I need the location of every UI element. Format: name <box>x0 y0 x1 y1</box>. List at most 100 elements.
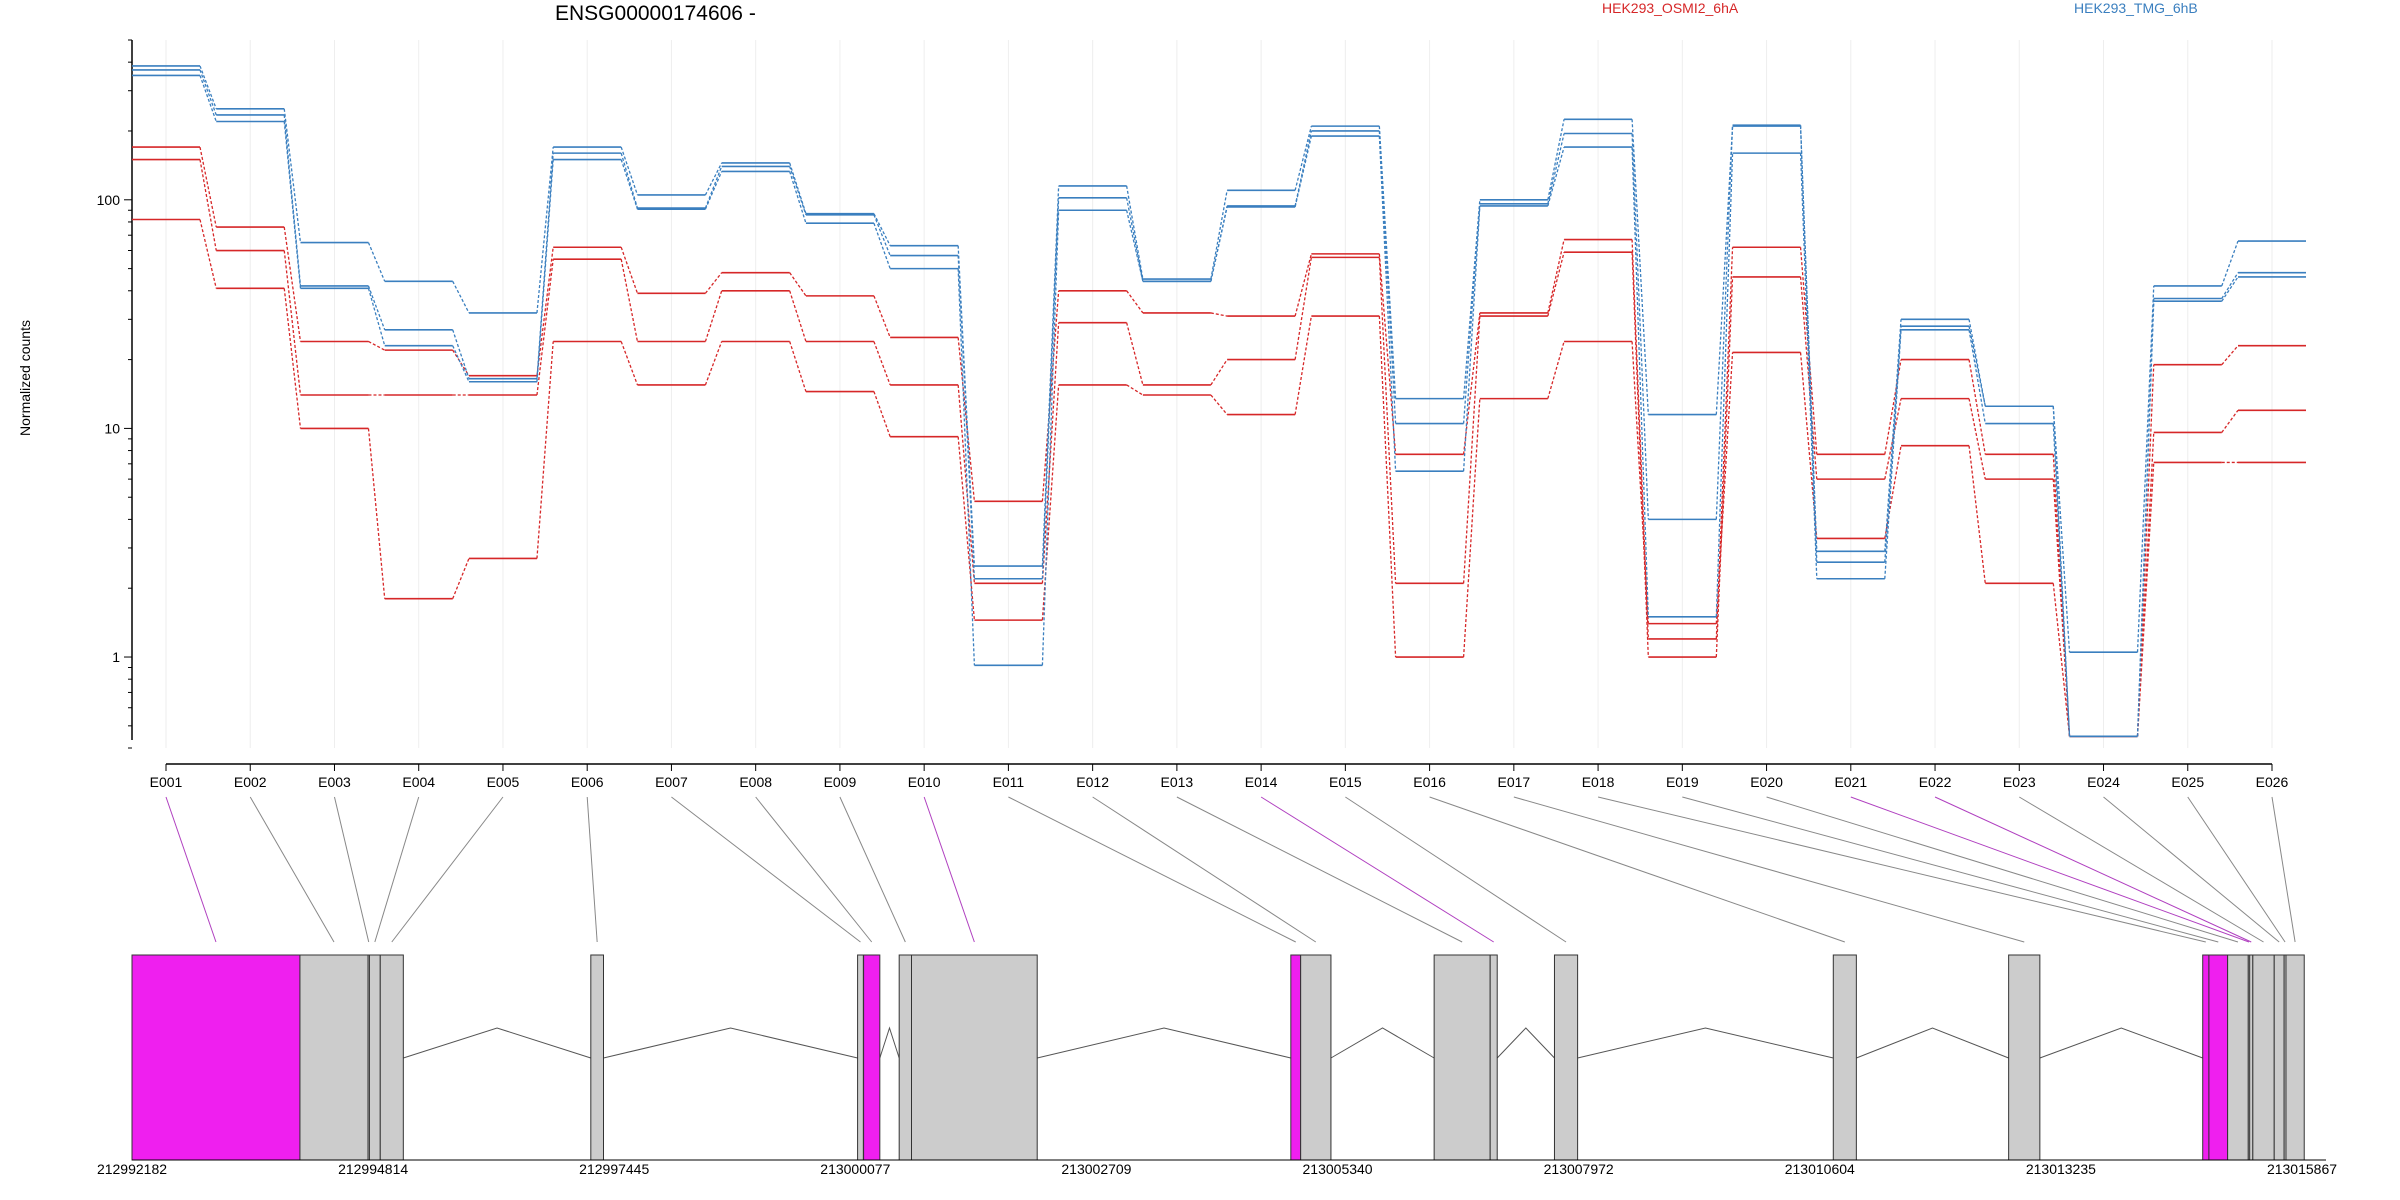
transition-segment <box>368 340 386 351</box>
transition-segment <box>2221 409 2239 433</box>
exon-block <box>590 954 604 1161</box>
transition-segment <box>283 226 302 342</box>
transition-segment <box>452 329 470 379</box>
transition-segment <box>1715 125 1734 520</box>
exon-block <box>2252 954 2275 1161</box>
transition-segment <box>1294 257 1313 360</box>
x-tick-label: E024 <box>2087 774 2120 790</box>
transition-segment <box>1715 153 1734 617</box>
transition-segment <box>1378 136 1397 472</box>
transition-segment <box>1968 326 1986 407</box>
transition-segment <box>1210 394 1228 415</box>
transition-segment <box>536 159 554 382</box>
series-HEK293_TMG_6hB <box>132 69 2306 738</box>
genomic-coordinate-label: 212992182 <box>97 1161 167 1177</box>
series-HEK293_TMG_6hB <box>132 65 2306 653</box>
intron-line <box>2039 1027 2203 1059</box>
x-tick-label: E009 <box>824 774 857 790</box>
transition-segment <box>1462 199 1481 399</box>
x-tick-label: E013 <box>1161 774 1194 790</box>
transition-segment <box>1462 203 1481 424</box>
transition-segment <box>367 428 386 599</box>
transition-segment <box>1631 239 1649 639</box>
exon-connector <box>671 796 861 943</box>
transition-segment <box>1547 119 1565 200</box>
transition-segment <box>957 436 976 621</box>
exon-block <box>1290 954 1302 1161</box>
exon-connector-lines <box>165 796 2296 943</box>
intron-line <box>403 1027 591 1059</box>
exon-connector <box>1766 796 2239 943</box>
transition-segment <box>1294 125 1312 191</box>
exon-block <box>299 954 369 1161</box>
exon-connector <box>1345 796 1567 943</box>
transition-segment <box>1884 359 1902 455</box>
exon-connector <box>2271 796 2296 943</box>
transition-segment <box>1462 398 1481 658</box>
x-tick-label: E011 <box>993 774 1025 790</box>
exon-block <box>131 954 301 1161</box>
x-tick-label: E018 <box>1582 774 1615 790</box>
transition-segment <box>873 295 891 338</box>
transition-segment <box>1631 252 1649 658</box>
transition-segment <box>2221 272 2239 299</box>
exon-block <box>2285 954 2305 1161</box>
x-tick-label: E002 <box>234 774 267 790</box>
intron-line <box>1330 1027 1435 1059</box>
intron-line <box>1856 1027 2009 1059</box>
transition-segment <box>1126 197 1144 282</box>
transition-segment <box>957 255 976 579</box>
transition-segment <box>957 337 976 502</box>
exon-connector <box>2019 796 2264 943</box>
exon-connector <box>755 796 873 943</box>
transition-segment <box>199 219 217 289</box>
transition-segment <box>1126 290 1144 314</box>
x-tick-label: E007 <box>655 774 688 790</box>
exon-block <box>1489 954 1498 1161</box>
transition-segment <box>704 166 723 209</box>
transition-segment <box>1631 147 1649 617</box>
transition-segment <box>620 341 639 386</box>
transition-segment <box>536 341 554 559</box>
exon-connector <box>333 796 370 943</box>
intron-line <box>603 1027 858 1059</box>
transition-segment <box>1210 312 1228 317</box>
transition-segment <box>1631 119 1649 415</box>
genomic-coordinate-label: 213002709 <box>1061 1161 1131 1177</box>
transition-segment <box>367 242 386 282</box>
transition-segment <box>1294 253 1312 317</box>
genomic-coordinate-label: 212994814 <box>338 1161 408 1177</box>
x-tick-label: E008 <box>739 774 772 790</box>
x-tick-label: E003 <box>318 774 351 790</box>
exon-block <box>2273 954 2285 1161</box>
transition-segment <box>283 114 302 286</box>
transition-segment <box>620 259 639 342</box>
transition-segment <box>1462 205 1481 472</box>
transition-segment <box>1294 130 1312 207</box>
transition-segment <box>1968 329 1986 424</box>
transition-segment <box>704 171 723 210</box>
x-tick-label: E025 <box>2171 774 2204 790</box>
transition-segment <box>873 391 891 437</box>
exon-connector <box>839 796 906 943</box>
exon-connector <box>1092 796 1317 943</box>
exon-block <box>1553 954 1579 1161</box>
exon-connector <box>374 796 420 943</box>
x-tick-label: E016 <box>1413 774 1446 790</box>
transition-segment <box>1884 326 1902 563</box>
intron-line <box>1037 1027 1291 1059</box>
intron-line <box>1496 1027 1555 1059</box>
transition-segment <box>1884 445 1902 539</box>
transition-segment <box>1799 352 1818 539</box>
transition-segment <box>1378 130 1397 424</box>
transition-segment <box>1547 252 1565 317</box>
x-tick-label: E010 <box>908 774 941 790</box>
transition-segment <box>2052 423 2071 737</box>
transition-segment <box>2052 479 2071 737</box>
x-tick-label: E020 <box>1750 774 1783 790</box>
exon-connector <box>1850 796 2250 943</box>
series-lines <box>132 65 2306 738</box>
transition-segment <box>2052 406 2071 653</box>
transition-segment <box>1547 239 1565 314</box>
